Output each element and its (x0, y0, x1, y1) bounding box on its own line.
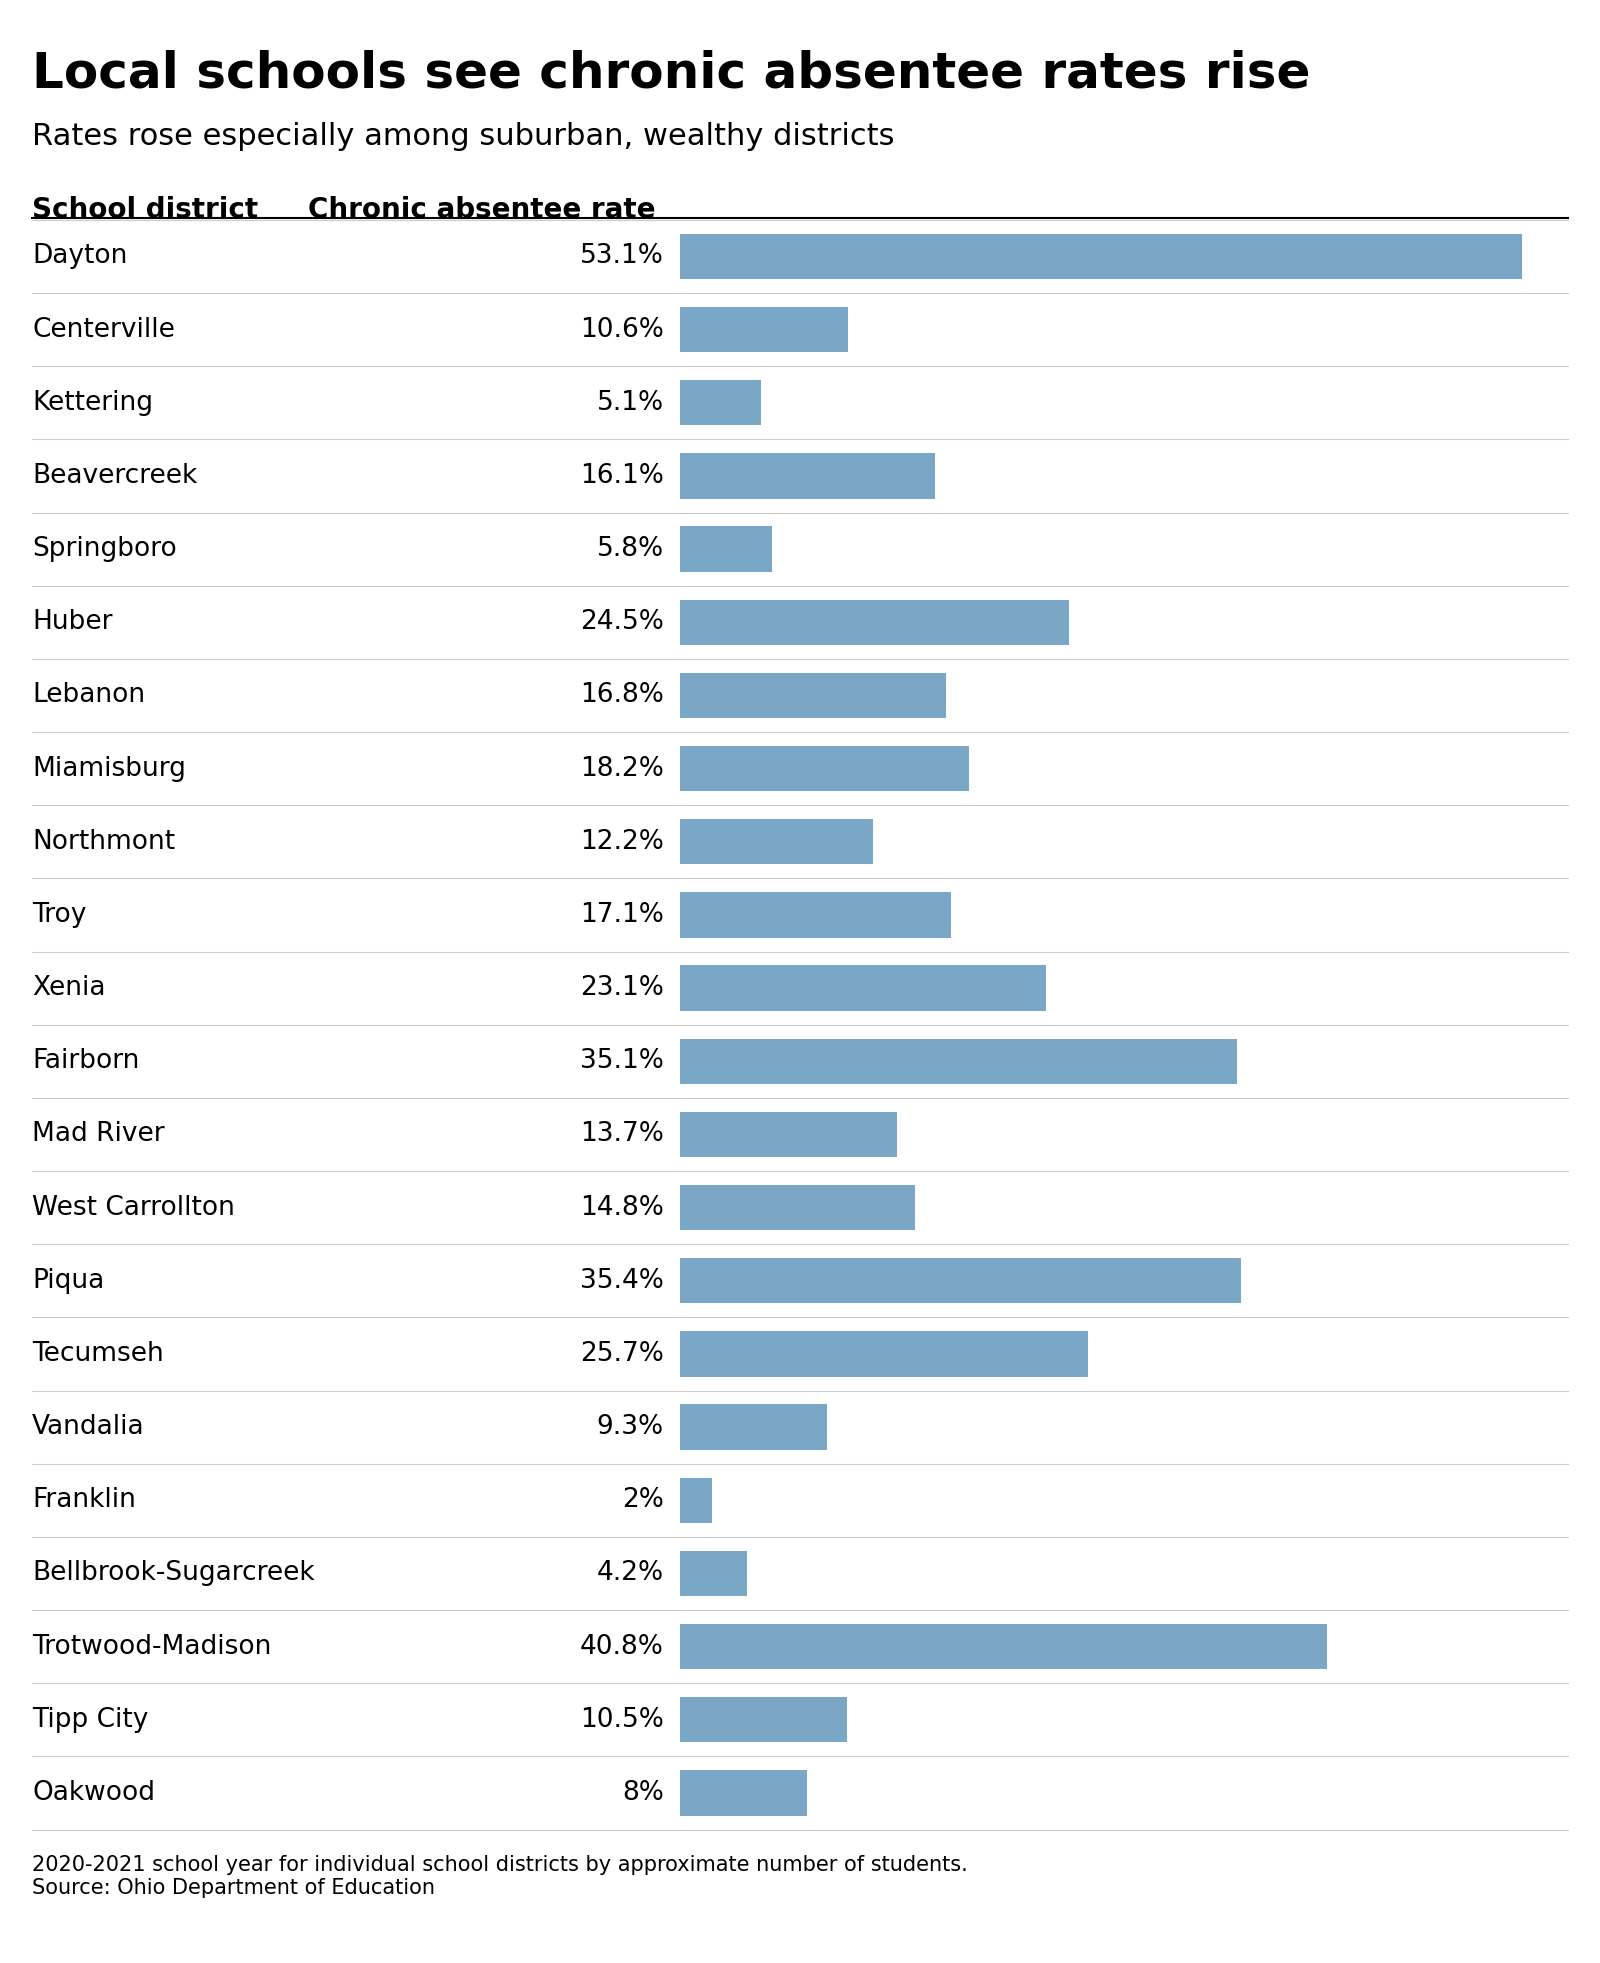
Text: Chronic absentee rate: Chronic absentee rate (309, 196, 656, 224)
Bar (680, 1038, 1237, 1084)
Text: 4.2%: 4.2% (597, 1561, 664, 1586)
Text: Dayton: Dayton (32, 243, 128, 269)
Text: 2020-2021 school year for individual school districts by approximate number of s: 2020-2021 school year for individual sch… (32, 1855, 968, 1898)
Text: 9.3%: 9.3% (597, 1413, 664, 1441)
Text: Xenia: Xenia (32, 976, 106, 1001)
Text: Mad River: Mad River (32, 1121, 165, 1148)
Text: School district: School district (32, 196, 258, 224)
Text: 10.6%: 10.6% (581, 316, 664, 344)
Text: 40.8%: 40.8% (581, 1633, 664, 1659)
Text: Tecumseh: Tecumseh (32, 1341, 163, 1366)
Text: Huber: Huber (32, 609, 112, 636)
Text: 13.7%: 13.7% (581, 1121, 664, 1148)
Bar (680, 1404, 827, 1451)
Text: Northmont: Northmont (32, 828, 174, 854)
Bar (680, 1478, 712, 1523)
Text: 23.1%: 23.1% (581, 976, 664, 1001)
Text: Troy: Troy (32, 901, 86, 928)
Text: Franklin: Franklin (32, 1488, 136, 1513)
Bar (680, 1698, 846, 1743)
Text: 16.8%: 16.8% (581, 683, 664, 709)
Text: Kettering: Kettering (32, 391, 154, 416)
Bar (680, 381, 762, 426)
Bar (680, 1623, 1326, 1669)
Text: 16.1%: 16.1% (581, 463, 664, 489)
Bar (680, 673, 947, 718)
Text: 18.2%: 18.2% (581, 756, 664, 781)
Bar (680, 599, 1069, 646)
Bar (680, 819, 874, 864)
Text: Piqua: Piqua (32, 1268, 104, 1294)
Text: Springboro: Springboro (32, 536, 176, 561)
Text: Local schools see chronic absentee rates rise: Local schools see chronic absentee rates… (32, 49, 1310, 96)
Text: Rates rose especially among suburban, wealthy districts: Rates rose especially among suburban, we… (32, 122, 894, 151)
Text: 5.8%: 5.8% (597, 536, 664, 561)
Text: 17.1%: 17.1% (581, 901, 664, 928)
Text: 25.7%: 25.7% (581, 1341, 664, 1366)
Text: 2%: 2% (622, 1488, 664, 1513)
Bar (680, 1771, 806, 1816)
Text: Tipp City: Tipp City (32, 1706, 149, 1733)
Bar (680, 1111, 898, 1156)
Text: Lebanon: Lebanon (32, 683, 146, 709)
Text: Vandalia: Vandalia (32, 1413, 144, 1441)
Text: Trotwood-Madison: Trotwood-Madison (32, 1633, 272, 1659)
Text: 5.1%: 5.1% (597, 391, 664, 416)
Text: West Carrollton: West Carrollton (32, 1195, 235, 1221)
Bar (680, 746, 968, 791)
Bar (680, 306, 848, 351)
Bar (680, 453, 936, 499)
Text: 53.1%: 53.1% (581, 243, 664, 269)
Text: 8%: 8% (622, 1780, 664, 1806)
Bar (680, 234, 1522, 279)
Bar (680, 1551, 747, 1596)
Text: 10.5%: 10.5% (581, 1706, 664, 1733)
Bar (680, 1331, 1088, 1376)
Text: 12.2%: 12.2% (581, 828, 664, 854)
Text: 14.8%: 14.8% (581, 1195, 664, 1221)
Text: Miamisburg: Miamisburg (32, 756, 186, 781)
Text: Fairborn: Fairborn (32, 1048, 139, 1074)
Text: Beavercreek: Beavercreek (32, 463, 197, 489)
Bar (680, 1186, 915, 1231)
Bar (680, 893, 950, 938)
Text: 35.4%: 35.4% (581, 1268, 664, 1294)
Text: Oakwood: Oakwood (32, 1780, 155, 1806)
Text: 24.5%: 24.5% (581, 609, 664, 636)
Text: 35.1%: 35.1% (581, 1048, 664, 1074)
Bar (680, 1258, 1242, 1303)
Text: Centerville: Centerville (32, 316, 174, 344)
Bar (680, 966, 1046, 1011)
Text: Bellbrook-Sugarcreek: Bellbrook-Sugarcreek (32, 1561, 315, 1586)
Bar (680, 526, 771, 571)
